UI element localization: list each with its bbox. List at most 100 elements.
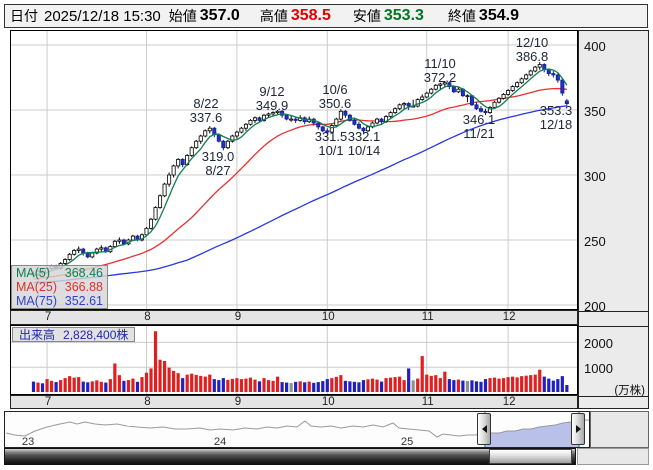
volume-bar — [122, 380, 126, 392]
candle-body — [167, 174, 172, 185]
candle-body — [492, 101, 497, 108]
candle-body — [90, 252, 95, 258]
scrollbar-track[interactable] — [4, 448, 576, 465]
chart-annotation: 12/10 386.8 — [515, 35, 549, 64]
navigator-selection-fill — [485, 420, 579, 447]
volume-bar — [90, 381, 94, 392]
volume-bar — [506, 377, 510, 392]
volume-bar — [312, 382, 316, 392]
volume-tick-label: 2000 — [584, 336, 613, 352]
candle-body — [325, 130, 330, 133]
candle-body — [524, 74, 529, 80]
volume-bar — [434, 375, 438, 392]
candle-body — [375, 118, 380, 124]
candle-body — [447, 82, 452, 88]
volume-bar — [45, 379, 49, 392]
volume-bar — [551, 380, 555, 392]
candle-body — [329, 125, 334, 133]
volume-bar — [135, 381, 140, 392]
volume-bar — [524, 375, 528, 392]
volume-bar — [443, 371, 447, 392]
candle-body — [239, 127, 244, 133]
volume-bar — [348, 381, 352, 392]
volume-bar — [420, 356, 424, 392]
volume-bar — [181, 378, 185, 392]
volume-bar — [266, 380, 271, 392]
volume-bar — [560, 376, 564, 392]
volume-bar — [470, 380, 474, 392]
volume-bar — [99, 381, 103, 392]
volume-bar — [36, 382, 40, 392]
volume-bar — [68, 376, 72, 392]
volume-bar — [294, 381, 298, 392]
candle-body — [388, 112, 393, 117]
candle-body — [144, 227, 149, 236]
volume-bar — [370, 378, 375, 392]
volume-tick-label: 1000 — [584, 361, 613, 377]
volume-bar — [176, 373, 180, 392]
price-tick-label: 400 — [584, 39, 606, 54]
volume-bar — [339, 375, 343, 392]
candle-body — [451, 86, 456, 93]
price-tick-label: 250 — [584, 234, 606, 249]
volume-bar — [221, 378, 225, 392]
volume-bar — [280, 382, 284, 392]
price-chart-area[interactable]: MA(5) 368.46 MA(25) 366.88 MA(75) 352.61… — [10, 30, 578, 310]
candle-body — [289, 118, 294, 121]
volume-bars-layer — [31, 331, 569, 392]
volume-bar — [172, 370, 176, 392]
ma75-label: MA(75) — [16, 294, 57, 308]
volume-bar — [375, 379, 379, 392]
volume-bar — [253, 379, 257, 392]
candle-body — [501, 94, 506, 99]
candle-body — [555, 74, 560, 81]
volume-bar — [212, 379, 216, 392]
candle-body — [429, 88, 434, 94]
candle-body — [216, 134, 221, 142]
candle-body — [515, 82, 520, 88]
volume-bar — [104, 382, 108, 392]
candle-body — [560, 79, 565, 94]
volume-bar — [31, 381, 36, 392]
volume-bar — [239, 379, 244, 392]
year-label: 25 — [401, 436, 413, 447]
range-handle-left[interactable] — [477, 413, 491, 445]
volume-bar — [190, 373, 194, 392]
volume-bar — [357, 382, 361, 392]
range-handle-right[interactable] — [571, 413, 585, 445]
volume-bar — [289, 383, 293, 392]
volume-bar — [511, 376, 515, 392]
candle-body — [379, 118, 384, 123]
scrollbar-thumb[interactable] — [489, 449, 572, 464]
volume-bar — [447, 379, 451, 392]
candle-body — [203, 130, 208, 137]
volume-bar — [257, 381, 262, 392]
candle-body — [180, 158, 185, 165]
chart-annotation: 9/12 349.9 — [255, 84, 289, 113]
ma25-value: 366.88 — [64, 280, 103, 294]
chart-annotation: 346.1 11/21 — [462, 112, 496, 141]
volume-bar — [54, 382, 58, 392]
volume-bar — [203, 376, 207, 392]
ma5-line — [33, 68, 568, 276]
volume-chart-area[interactable]: 出来高 2,828,400株 — [10, 325, 578, 395]
navigator-history-line — [5, 419, 589, 438]
volume-bar — [456, 379, 460, 392]
volume-bar — [285, 382, 289, 392]
range-navigator[interactable]: 23 24 25 — [4, 411, 590, 448]
volume-bar — [334, 376, 338, 392]
candle-body — [198, 135, 203, 142]
right-arrow-icon — [575, 425, 581, 433]
volume-bar — [321, 381, 325, 392]
volume-bar — [398, 376, 402, 392]
candle-body — [153, 207, 158, 220]
candle-body — [316, 122, 321, 128]
candle-body — [162, 183, 167, 197]
navigator-svg: 23 24 25 — [5, 412, 589, 447]
volume-bar — [343, 380, 347, 392]
price-chart-svg — [11, 31, 577, 309]
volume-bar — [244, 378, 248, 392]
candle-body — [67, 253, 72, 260]
candle-body — [420, 96, 425, 100]
candle-body — [442, 82, 447, 85]
